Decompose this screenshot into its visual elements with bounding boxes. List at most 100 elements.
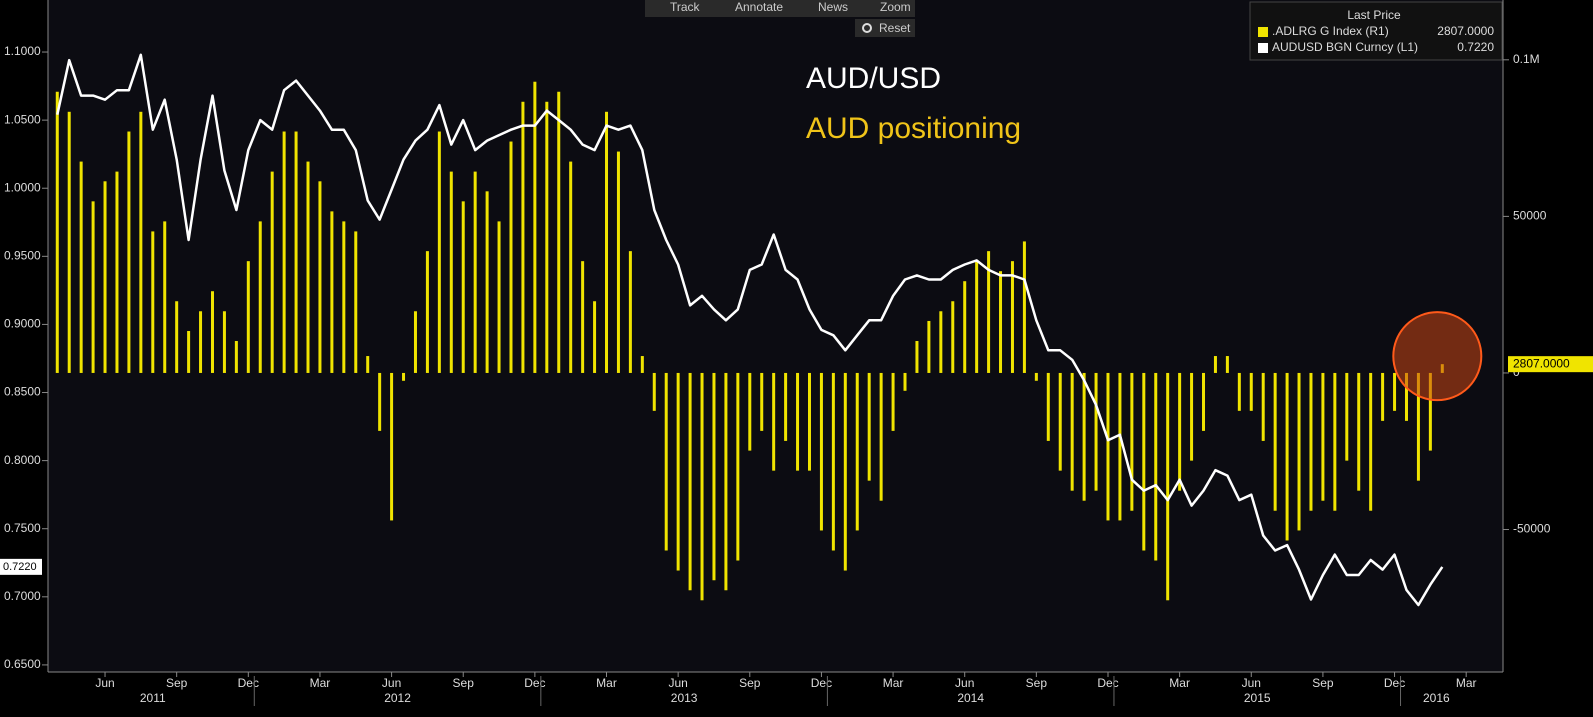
y-tick-label: 0.9000 [4, 317, 41, 331]
annotation-audusd: AUD/USD [806, 62, 941, 95]
bar [915, 341, 919, 373]
bar [187, 330, 191, 373]
reset-bg [855, 19, 915, 37]
bar [55, 91, 59, 373]
bar [1106, 372, 1110, 521]
bar [605, 111, 609, 373]
bar [1166, 372, 1170, 601]
bar [879, 372, 883, 501]
toolbar-bg [645, 0, 915, 17]
bar [987, 251, 991, 373]
track-button[interactable]: Track [670, 0, 701, 14]
bar [1034, 372, 1038, 381]
bar [1369, 372, 1373, 511]
bar [533, 81, 537, 373]
y-tick-label: 0.8000 [4, 453, 41, 467]
bar [1357, 372, 1361, 491]
zoom-button[interactable]: Zoom [880, 0, 911, 14]
bar [807, 372, 811, 471]
bar [318, 181, 322, 373]
bar [473, 171, 477, 373]
bar [1154, 372, 1158, 561]
bar [521, 101, 525, 373]
annotate-button[interactable]: Annotate [735, 0, 783, 14]
bar [1428, 372, 1432, 451]
bar [1333, 372, 1337, 511]
bar [222, 311, 226, 373]
bar [1094, 372, 1098, 491]
bar [1309, 372, 1313, 511]
bar [760, 372, 764, 431]
bar [378, 372, 382, 431]
plot-area [48, 0, 1503, 672]
legend-box [1249, 1, 1503, 61]
year-label: 2011 [140, 691, 166, 705]
bar [784, 372, 788, 441]
x-tick-label: Dec [238, 676, 259, 690]
x-tick-label: Mar [596, 676, 617, 690]
x-tick-label: Sep [739, 676, 761, 690]
y2-tick-label: -50000 [1513, 522, 1551, 536]
bar [891, 372, 895, 431]
legend: Last Price .ADLRG G Index (R1) 2807.0000… [1249, 1, 1503, 61]
bar [545, 101, 549, 373]
highlight-circle [1392, 311, 1483, 402]
last-value-label: 2807.0000 [1513, 356, 1570, 370]
bar [294, 131, 298, 373]
annotation-positioning: AUD positioning [806, 112, 1021, 145]
bar [282, 131, 286, 373]
bar [652, 372, 656, 411]
bar [1046, 372, 1050, 441]
bar [700, 372, 704, 601]
bar [115, 171, 119, 373]
x-tick-label: Sep [1026, 676, 1048, 690]
bar [867, 372, 871, 481]
x-tick-label: Dec [524, 676, 545, 690]
bar [330, 211, 334, 373]
x-tick-label: Sep [166, 676, 188, 690]
x-tick-label: Jun [668, 676, 687, 690]
bar [819, 372, 823, 531]
y-tick-label: 0.6500 [4, 657, 41, 671]
x-tick-label: Jun [382, 676, 401, 690]
bar [127, 131, 131, 373]
bar [425, 251, 429, 373]
bar [748, 372, 752, 451]
bar [402, 372, 406, 381]
bar [664, 372, 668, 551]
bar [581, 261, 585, 373]
bar [234, 341, 238, 373]
reset-button[interactable]: Reset [879, 21, 911, 35]
y-tick-label: 0.7000 [4, 589, 41, 603]
bar [724, 372, 728, 591]
bar [676, 372, 680, 571]
bar [1010, 261, 1014, 373]
bar [1082, 372, 1086, 501]
bar [342, 221, 346, 373]
reset-icon [862, 23, 872, 33]
bar [437, 131, 441, 373]
last-value-badge [1508, 356, 1593, 373]
bar [1225, 356, 1229, 373]
bar [593, 301, 597, 373]
y-tick-label: 0.9500 [4, 248, 41, 262]
bar [736, 372, 740, 561]
price-line [56, 53, 1444, 607]
bar [366, 356, 370, 373]
bar [1297, 372, 1301, 531]
bar [712, 372, 716, 581]
bar [1142, 372, 1146, 551]
x-tick-label: Mar [883, 676, 904, 690]
year-label: 2015 [1244, 691, 1271, 705]
news-button[interactable]: News [818, 0, 848, 14]
x-tick-label: Sep [453, 676, 475, 690]
bar [354, 231, 358, 373]
bar [449, 171, 453, 373]
bar [413, 311, 417, 373]
bar [306, 161, 310, 373]
bar [1237, 372, 1241, 411]
bar [939, 311, 943, 373]
bar [1273, 372, 1277, 511]
year-label: 2013 [671, 691, 698, 705]
